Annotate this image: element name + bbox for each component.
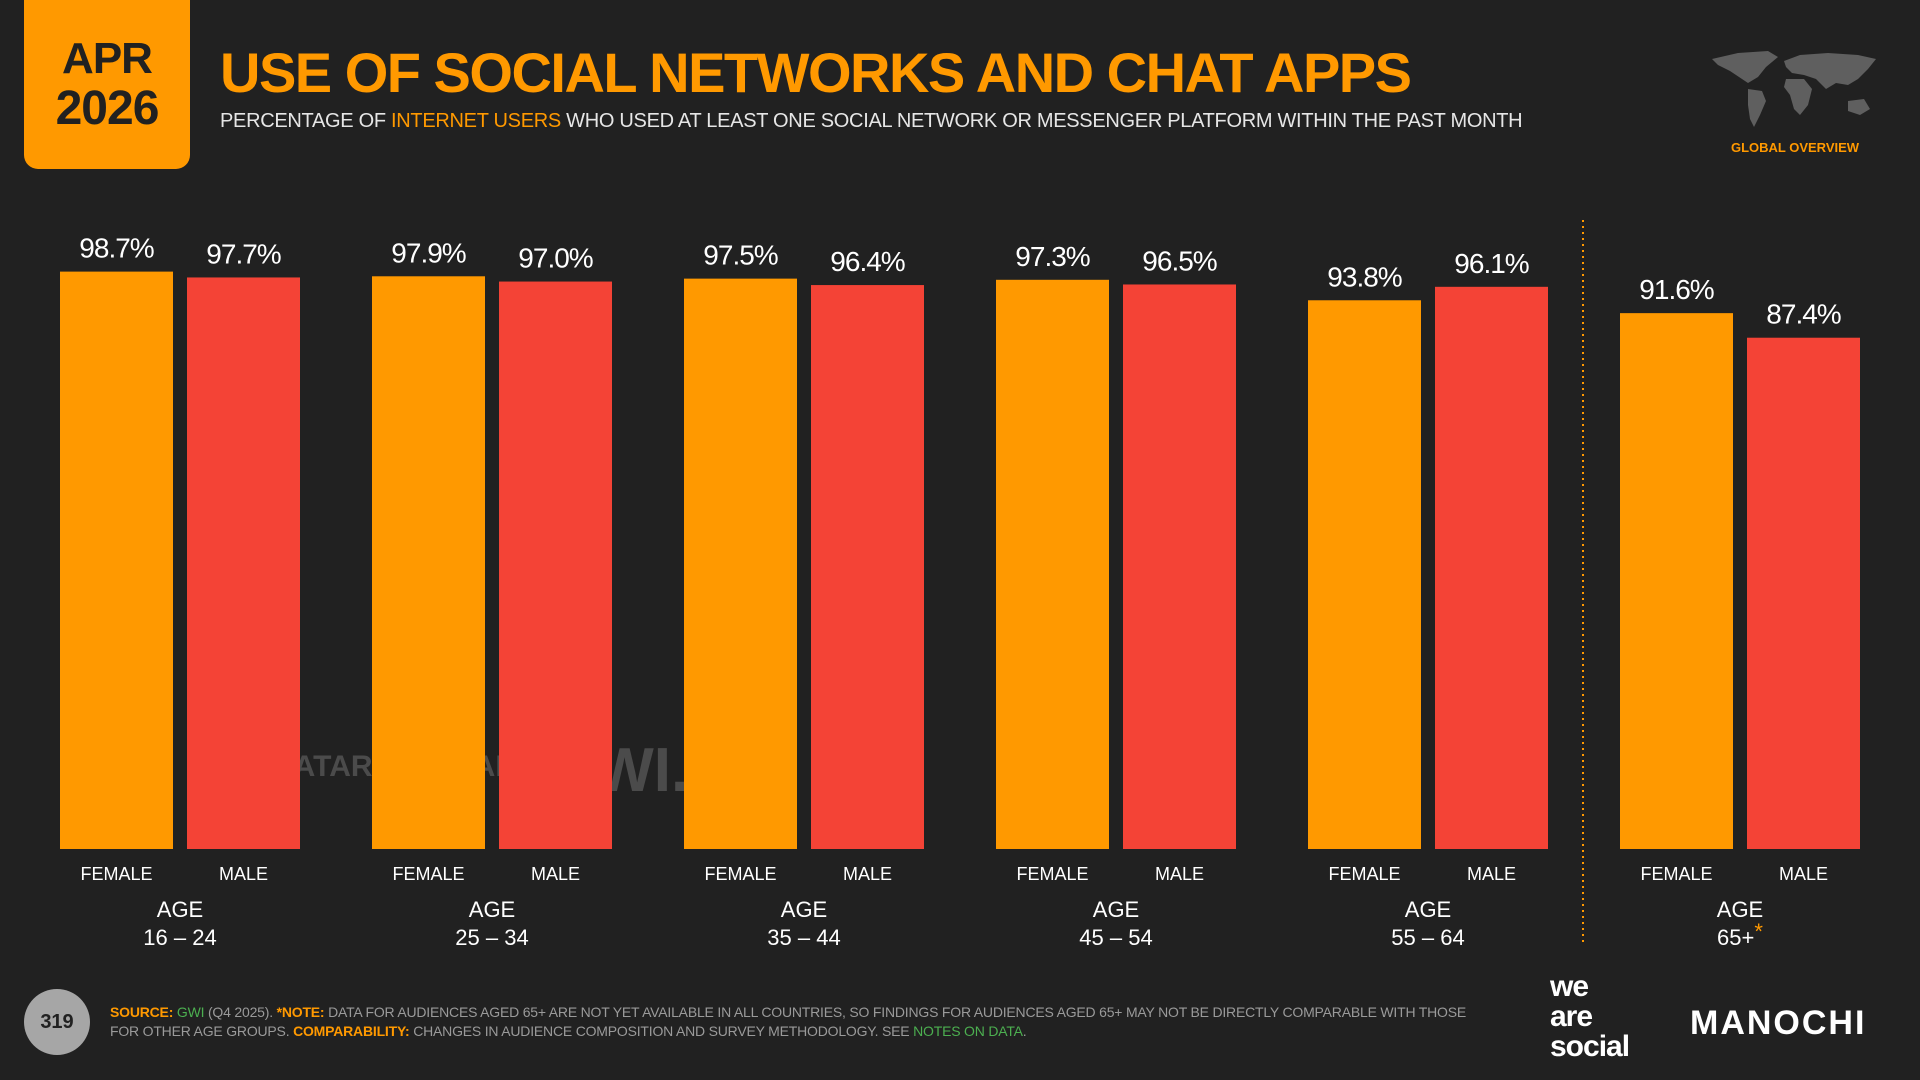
bar-female	[60, 271, 173, 850]
value-label: 97.0%	[518, 243, 592, 274]
value-label: 97.3%	[1015, 241, 1089, 272]
value-label: 98.7%	[79, 233, 153, 264]
bar-chart: 98.7% FEMALE 97.7% MALE AGE 16 – 24 97.9% FEMAL…	[60, 220, 1860, 950]
notes-on-data-link[interactable]: NOTES ON DATA	[913, 1023, 1023, 1039]
value-label: 93.8%	[1327, 261, 1401, 292]
bar-female	[1308, 300, 1421, 849]
series-label: MALE	[1779, 864, 1828, 884]
comparability-label: COMPARABILITY:	[293, 1023, 410, 1039]
series-label: FEMALE	[1016, 864, 1088, 884]
region-label: GLOBAL OVERVIEW	[1730, 140, 1860, 155]
series-label: FEMALE	[80, 864, 152, 884]
bar-male	[499, 281, 612, 849]
bar-male	[1747, 337, 1860, 849]
value-label: 87.4%	[1766, 299, 1840, 330]
series-label: MALE	[1467, 864, 1516, 884]
manochi-logo: MANOCHI	[1690, 1004, 1867, 1042]
bar-female	[684, 278, 797, 849]
series-label: FEMALE	[1328, 864, 1400, 884]
source-label: SOURCE:	[110, 1004, 174, 1020]
group-label-age: AGE	[1717, 897, 1763, 922]
group-label-age: AGE	[781, 897, 827, 922]
group-label-range: 35 – 44	[767, 925, 840, 950]
group-label-age: AGE	[1405, 897, 1451, 922]
page-number: 319	[24, 989, 90, 1055]
value-label: 97.9%	[391, 237, 465, 268]
group-label-age: AGE	[469, 897, 515, 922]
source-link[interactable]: GWI	[176, 1004, 205, 1020]
note-text: DATA FOR AUDIENCES AGED 65+ ARE NOT YET …	[110, 1004, 1467, 1039]
source-detail: (Q4 2025).	[204, 1004, 277, 1020]
subtitle-highlight: INTERNET USERS	[391, 110, 561, 132]
series-label: MALE	[843, 864, 892, 884]
subtitle-text-end: WHO USED AT LEAST ONE SOCIAL NETWORK OR …	[560, 110, 1523, 132]
note-label: *NOTE:	[276, 1004, 325, 1020]
series-label: FEMALE	[704, 864, 776, 884]
date-month: APR	[62, 33, 153, 83]
series-label: FEMALE	[1640, 864, 1712, 884]
page-subtitle: PERCENTAGE OF INTERNET USERS WHO USED AT…	[220, 110, 1523, 133]
value-label: 91.6%	[1639, 274, 1713, 305]
series-label: MALE	[531, 864, 580, 884]
footer-notes: SOURCE: GWI (Q4 2025). *NOTE: DATA FOR A…	[110, 1003, 1490, 1041]
footer-end: .	[1022, 1023, 1027, 1039]
group-label-range: 55 – 64	[1391, 925, 1464, 950]
bar-female	[1620, 313, 1733, 849]
group-label-range: 16 – 24	[143, 925, 216, 950]
logo-line: are	[1550, 1000, 1593, 1033]
logo-line: we	[1550, 970, 1589, 1003]
bar-male	[811, 285, 924, 849]
group-label-age: AGE	[1093, 897, 1139, 922]
series-label: MALE	[1155, 864, 1204, 884]
bar-male	[1435, 286, 1548, 849]
bar-male	[187, 277, 300, 850]
value-label: 96.5%	[1142, 245, 1216, 276]
comparability-text: CHANGES IN AUDIENCE COMPOSITION AND SURV…	[409, 1023, 914, 1039]
bar-female	[372, 276, 485, 849]
series-label: MALE	[219, 864, 268, 884]
page-title: USE OF SOCIAL NETWORKS AND CHAT APPS	[220, 41, 1412, 104]
series-label: FEMALE	[392, 864, 464, 884]
value-label: 97.7%	[206, 238, 280, 269]
date-year: 2026	[55, 81, 160, 135]
group-label-range: 25 – 34	[455, 925, 528, 950]
bar-female	[996, 279, 1109, 849]
world-map-icon	[1712, 51, 1876, 127]
bar-male	[1123, 284, 1236, 850]
subtitle-text: PERCENTAGE OF	[220, 110, 392, 132]
logo-line: social	[1550, 1030, 1630, 1063]
group-label-range: 45 – 54	[1079, 925, 1152, 950]
we-are-social-logo: we are social	[1550, 970, 1630, 1063]
value-label: 97.5%	[703, 240, 777, 271]
group-label-range: 65+*	[1717, 919, 1763, 950]
value-label: 96.4%	[830, 246, 904, 277]
date-badge: APR 2026	[24, 0, 190, 169]
group-label-age: AGE	[157, 897, 203, 922]
value-label: 96.1%	[1454, 248, 1528, 279]
